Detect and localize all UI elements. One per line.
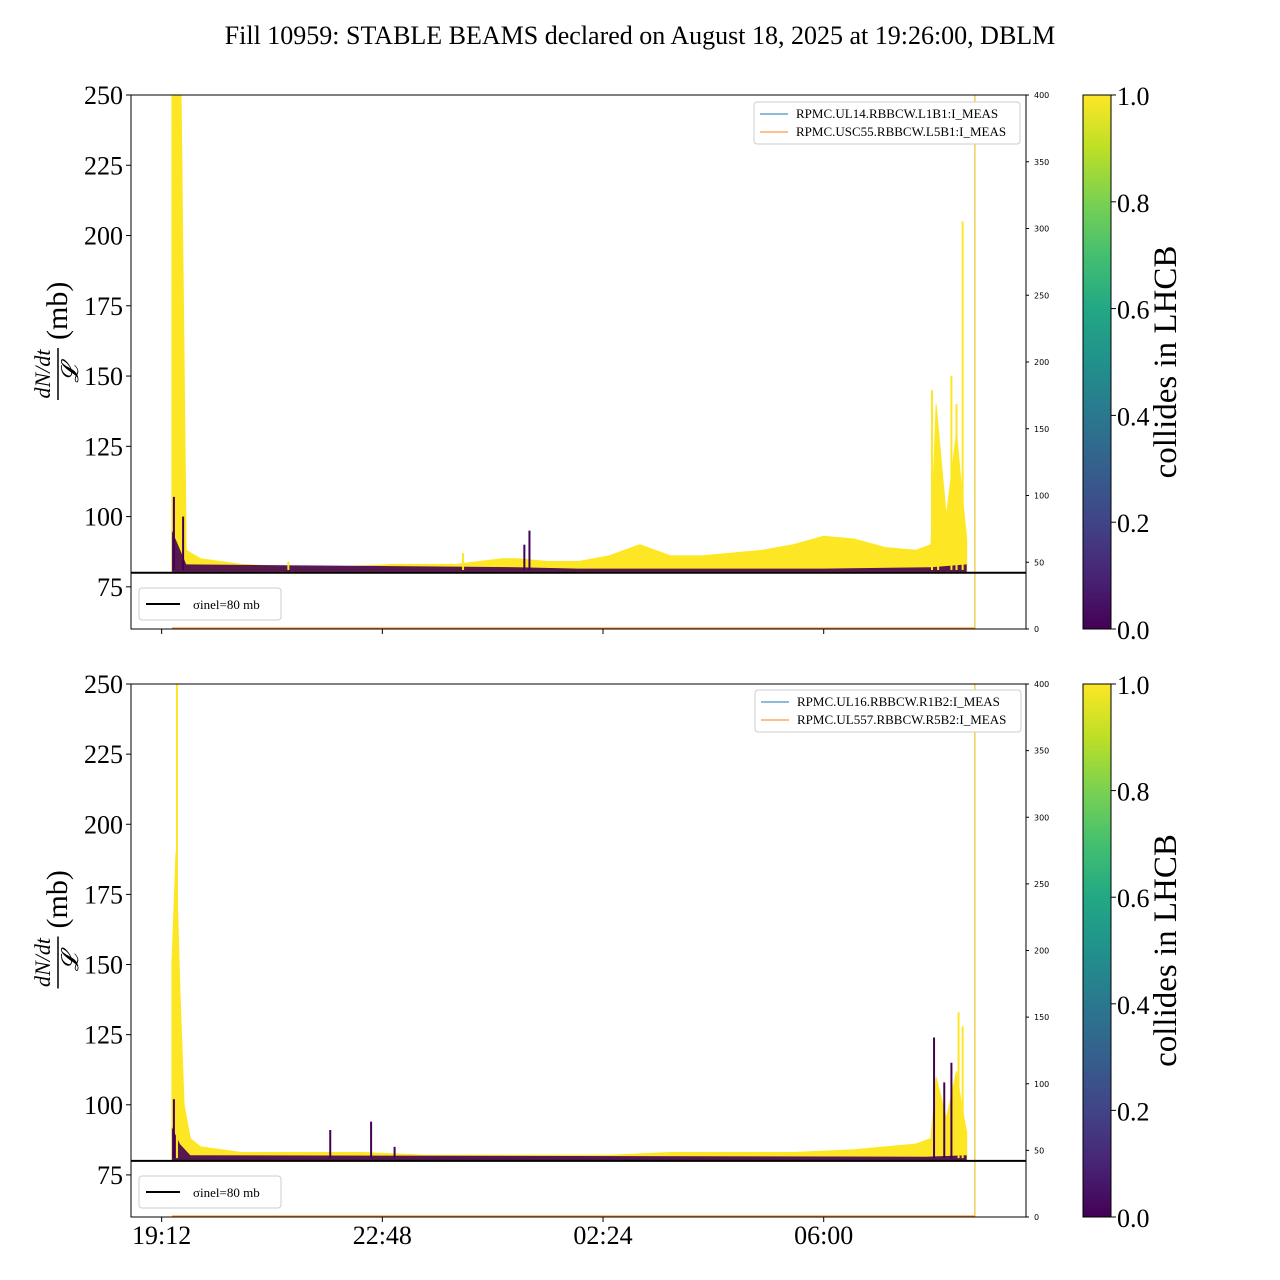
ylabel-unit: (mb) <box>41 282 74 340</box>
secondary-ytick-label: 50 <box>1034 1146 1044 1155</box>
colorbar-tick-label: 0.6 <box>1117 884 1150 913</box>
colorbar-gradient <box>1082 94 1112 630</box>
secondary-ytick-label: 350 <box>1034 158 1049 167</box>
colorbar-tick-label: 0.4 <box>1117 402 1150 431</box>
ylabel-denominator: 𝓛 <box>58 947 84 971</box>
non-colliding-band <box>171 530 967 572</box>
secondary-ytick-label: 300 <box>1034 813 1049 822</box>
legend-entry: RPMC.UL14.RBBCW.L1B1:I_MEAS <box>796 106 998 121</box>
y-axis-label: dN/dt 𝓛 (mb) <box>30 282 84 400</box>
ytick-label: 100 <box>84 1091 123 1120</box>
colorbar-tick-label: 0.2 <box>1117 1097 1150 1126</box>
secondary-ytick-label: 400 <box>1034 91 1049 100</box>
colorbar-tick-label: 0.6 <box>1117 296 1150 325</box>
legend-box <box>753 101 1021 145</box>
secondary-ytick-label: 150 <box>1034 1013 1049 1022</box>
colorbar-tick-label: 0.2 <box>1117 509 1150 538</box>
ytick-label: 250 <box>84 81 123 110</box>
y-axis-label: dN/dt 𝓛 (mb) <box>30 870 84 989</box>
secondary-ytick-label: 200 <box>1034 947 1049 956</box>
ytick-label: 100 <box>84 503 123 532</box>
reference-legend-box <box>138 587 282 621</box>
colorbar-label: collides in LHCB <box>1148 246 1184 479</box>
secondary-ytick-label: 350 <box>1034 747 1049 756</box>
reference-legend: σinel=80 mb <box>138 587 282 621</box>
legend-box <box>754 689 1022 733</box>
xtick-label: 02:24 <box>573 1221 632 1250</box>
plot-layer <box>171 95 976 629</box>
secondary-ytick-label: 50 <box>1034 558 1044 567</box>
xtick-label: 06:00 <box>794 1221 853 1250</box>
colorbar-tick-label: 0.0 <box>1117 1204 1150 1233</box>
colorbar-gradient <box>1082 683 1112 1218</box>
ytick-label: 200 <box>84 222 123 251</box>
ytick-label: 150 <box>84 951 123 980</box>
reference-legend-label: σinel=80 mb <box>193 1185 260 1200</box>
ytick-label: 125 <box>84 1021 123 1050</box>
ytick-label: 75 <box>97 1161 123 1190</box>
ytick-label: 225 <box>84 740 123 769</box>
legend-entry: RPMC.UL557.RBBCW.R5B2:I_MEAS <box>797 712 1006 727</box>
ytick-label: 225 <box>84 151 123 180</box>
secondary-ytick-label: 100 <box>1034 492 1049 501</box>
ytick-label: 250 <box>84 670 123 699</box>
ylabel-numerator: dN/dt <box>30 937 55 987</box>
colorbar: 0.0 0.2 0.4 0.6 0.8 1.0 collides in LHCB <box>1082 82 1184 645</box>
xtick-label: 22:48 <box>353 1221 412 1250</box>
colorbar-label: collides in LHCB <box>1148 834 1184 1067</box>
secondary-ytick-label: 150 <box>1034 425 1049 434</box>
ytick-label: 200 <box>84 810 123 839</box>
xtick-label: 19:12 <box>132 1221 191 1250</box>
colorbar-tick-label: 1.0 <box>1117 82 1150 111</box>
panel-bottom: 75 100 125 150 175 200 225 250 0 50 100 150 200 250 30… <box>30 670 1184 1250</box>
ytick-label: 175 <box>84 880 123 909</box>
legend-entry: RPMC.UL16.RBBCW.R1B2:I_MEAS <box>797 694 1000 709</box>
ytick-label: 150 <box>84 362 123 391</box>
plot-area <box>131 684 1026 1217</box>
series-legend: RPMC.UL14.RBBCW.L1B1:I_MEAS RPMC.USC55.RB… <box>753 101 1021 145</box>
colorbar-tick-label: 0.4 <box>1117 991 1150 1020</box>
secondary-ytick-label: 0 <box>1034 1213 1039 1222</box>
colorbar-tick-label: 0.0 <box>1117 616 1150 645</box>
secondary-ytick-label: 250 <box>1034 880 1049 889</box>
colorbar-tick-label: 0.8 <box>1117 778 1150 807</box>
panel-top: 75 100 125 150 175 200 225 250 0 50 100 150 200 250 30… <box>30 81 1184 645</box>
colorbar: 0.0 0.2 0.4 0.6 0.8 1.0 collides in LHCB <box>1082 671 1184 1233</box>
reference-legend-box <box>138 1175 282 1209</box>
colorbar-tick-label: 1.0 <box>1117 671 1150 700</box>
secondary-ytick-label: 400 <box>1034 680 1049 689</box>
secondary-ytick-label: 250 <box>1034 291 1049 300</box>
secondary-ytick-label: 0 <box>1034 625 1039 634</box>
reference-legend-label: σinel=80 mb <box>193 597 260 612</box>
colorbar-tick-label: 0.8 <box>1117 189 1150 218</box>
secondary-ytick-label: 300 <box>1034 225 1049 234</box>
secondary-ytick-label: 100 <box>1034 1080 1049 1089</box>
legend-entry: RPMC.USC55.RBBCW.L5B1:I_MEAS <box>796 124 1006 139</box>
secondary-ytick-label: 200 <box>1034 358 1049 367</box>
ytick-label: 125 <box>84 432 123 461</box>
ylabel-unit: (mb) <box>41 870 74 928</box>
ytick-label: 75 <box>97 573 123 602</box>
series-legend: RPMC.UL16.RBBCW.R1B2:I_MEAS RPMC.UL557.RB… <box>754 689 1022 733</box>
ytick-label: 175 <box>84 292 123 321</box>
ylabel-denominator: 𝓛 <box>58 359 84 383</box>
reference-legend: σinel=80 mb <box>138 1175 282 1209</box>
plot-layer <box>171 684 976 1217</box>
ylabel-numerator: dN/dt <box>30 349 55 399</box>
plot-area <box>131 95 1026 629</box>
figure-title: Fill 10959: STABLE BEAMS declared on Aug… <box>225 21 1056 50</box>
non-colliding-band <box>171 1127 967 1161</box>
